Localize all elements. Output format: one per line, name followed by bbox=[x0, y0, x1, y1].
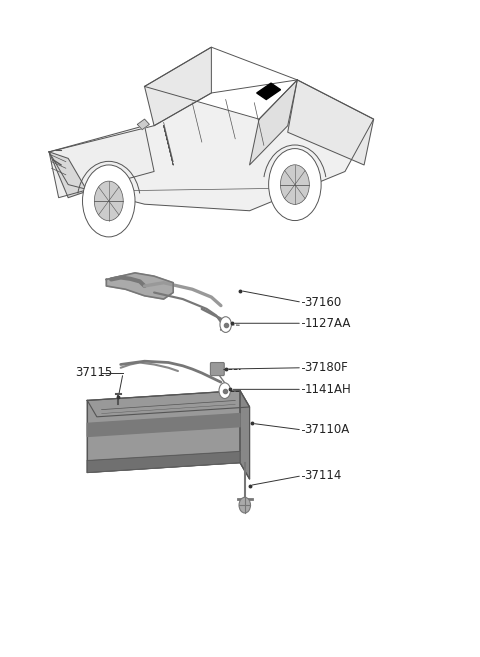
Text: 1127AA: 1127AA bbox=[304, 317, 351, 330]
Circle shape bbox=[269, 148, 321, 221]
Polygon shape bbox=[87, 451, 240, 472]
Circle shape bbox=[239, 497, 251, 513]
Polygon shape bbox=[144, 47, 297, 119]
Polygon shape bbox=[137, 119, 149, 129]
Text: 37180F: 37180F bbox=[304, 361, 348, 374]
Polygon shape bbox=[87, 413, 240, 436]
Text: 37115: 37115 bbox=[75, 367, 113, 380]
Polygon shape bbox=[49, 80, 373, 211]
Circle shape bbox=[83, 165, 135, 237]
Polygon shape bbox=[288, 80, 373, 165]
Text: 1141AH: 1141AH bbox=[304, 383, 351, 396]
Polygon shape bbox=[107, 273, 173, 299]
Circle shape bbox=[219, 383, 230, 399]
Polygon shape bbox=[49, 152, 87, 198]
Polygon shape bbox=[240, 391, 250, 479]
Circle shape bbox=[280, 165, 309, 204]
Polygon shape bbox=[257, 83, 281, 99]
Text: 37114: 37114 bbox=[304, 469, 342, 482]
Polygon shape bbox=[144, 47, 211, 125]
Polygon shape bbox=[87, 391, 250, 417]
Polygon shape bbox=[87, 391, 240, 472]
Circle shape bbox=[220, 317, 231, 332]
FancyBboxPatch shape bbox=[210, 363, 224, 376]
Polygon shape bbox=[250, 80, 297, 165]
Text: 37110A: 37110A bbox=[304, 423, 349, 436]
Circle shape bbox=[95, 181, 123, 221]
Polygon shape bbox=[49, 125, 154, 198]
Text: 37160: 37160 bbox=[304, 296, 342, 309]
